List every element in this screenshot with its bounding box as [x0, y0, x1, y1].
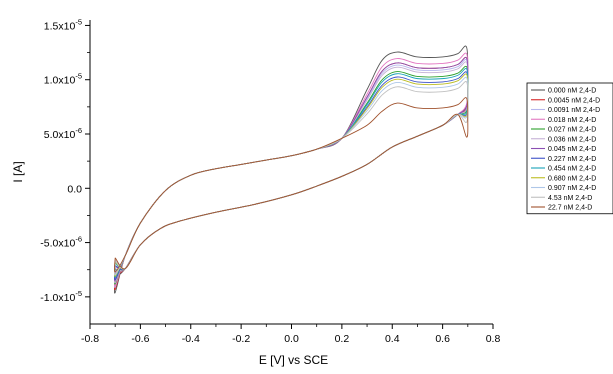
x-tick-label: -0.6 [131, 333, 149, 345]
series-line-13 [114, 97, 469, 273]
series-line-4 [114, 52, 469, 287]
legend-label: 0.0091 nM 2,4-D [548, 107, 600, 114]
legend-label: 0.227 nM 2,4-D [548, 156, 596, 163]
legend-label: 0.045 nM 2,4-D [548, 146, 596, 153]
series-line-2 [114, 56, 469, 291]
x-tick-label: 0.2 [335, 333, 350, 345]
y-tick-label: 1.0x10-5 [44, 72, 82, 87]
legend-label: 0.907 nM 2,4-D [548, 185, 596, 192]
y-tick-label: -1.0x10-5 [40, 289, 82, 304]
axes-layer: -0.8 -0.6 -0.4 -0.2 0.0 0.2 0.4 0.6 0.8 -1.0x10-5… [11, 17, 500, 367]
series-line-8 [114, 71, 469, 280]
y-axis-title: I [A] [11, 161, 25, 182]
y-tick-label: 5.0x10-6 [44, 126, 82, 141]
x-tick-label: 0.4 [385, 333, 400, 345]
legend-label: 0.036 nM 2,4-D [548, 136, 596, 143]
series-line-6 [114, 61, 469, 284]
x-axis-title: E [V] vs SCE [259, 353, 328, 367]
series-line-5 [114, 65, 469, 285]
x-tick-label: -0.8 [81, 333, 99, 345]
series-line-3 [114, 59, 469, 288]
legend: 0.000 nM 2,4-D 0.0045 nM 2,4-D 0.0091 nM 2… [526, 82, 613, 215]
legend-label: 22.7 nM 2,4-D [548, 205, 592, 212]
legend-label: 0.0045 nM 2,4-D [548, 97, 600, 104]
y-tick-label: -5.0x10-6 [40, 235, 82, 250]
series-line-9 [114, 67, 469, 278]
y-tick-label: 0.0 [67, 183, 82, 195]
x-tick-label: 0.6 [435, 333, 450, 345]
legend-label: 0.000 nM 2,4-D [548, 88, 596, 95]
y-tick-label: 1.5x10-5 [44, 17, 82, 32]
legend-label: 0.018 nM 2,4-D [548, 117, 596, 124]
x-tick-label: 0.8 [486, 333, 501, 345]
legend-label: 0.680 nM 2,4-D [548, 175, 596, 182]
series-line-10 [114, 73, 469, 277]
x-tick-label: -0.4 [182, 333, 200, 345]
curves-layer [114, 45, 469, 294]
series-line-12 [114, 81, 469, 275]
legend-label: 4.53 nM 2,4-D [548, 195, 592, 202]
legend-label: 0.454 nM 2,4-D [548, 166, 596, 173]
series-line-1 [114, 45, 469, 294]
x-tick-label: 0.0 [284, 333, 299, 345]
x-tick-label: -0.2 [232, 333, 250, 345]
legend-label: 0.027 nM 2,4-D [548, 127, 596, 134]
series-line-11 [114, 76, 469, 276]
